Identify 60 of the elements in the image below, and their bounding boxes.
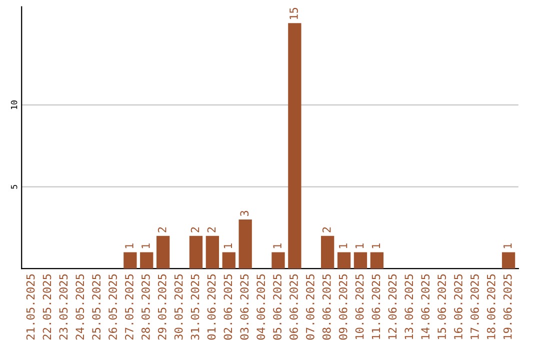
bar <box>124 252 137 269</box>
x-tick-label: 19.06.2025 <box>503 274 512 340</box>
x-tick-label: 01.06.2025 <box>207 274 216 340</box>
x-tick-label: 28.05.2025 <box>141 274 150 340</box>
data-label: 1 <box>372 244 380 248</box>
data-label: 2 <box>190 227 200 232</box>
bar <box>288 23 302 269</box>
x-tick-label: 24.05.2025 <box>76 274 84 340</box>
x-tick-label: 11.06.2025 <box>372 274 380 340</box>
x-tick-label: 13.06.2025 <box>404 274 414 340</box>
x-tick-label: 02.06.2025 <box>224 274 232 340</box>
bar <box>354 252 368 269</box>
data-label: 2 <box>158 227 166 232</box>
x-tick-label: 12.06.2025 <box>388 274 397 340</box>
bar <box>337 252 351 269</box>
x-tick-label: 09.06.2025 <box>338 274 348 340</box>
bar <box>140 252 154 269</box>
bar <box>370 252 384 269</box>
bar <box>189 236 203 269</box>
x-tick-label: 29.05.2025 <box>158 274 166 340</box>
x-tick-label: 07.06.2025 <box>306 274 314 340</box>
x-tick-label: 18.06.2025 <box>486 274 496 340</box>
x-tick-label: 25.05.2025 <box>92 274 101 340</box>
y-tick-label: 5 <box>11 184 18 189</box>
x-tick-label: 15.06.2025 <box>438 274 446 340</box>
data-label: 1 <box>355 244 364 248</box>
bar <box>502 252 516 269</box>
x-tick-label: 16.06.2025 <box>454 274 462 340</box>
bar <box>272 252 285 269</box>
bar <box>206 236 220 269</box>
x-tick-label: 31.05.2025 <box>190 274 200 340</box>
bar <box>320 236 334 269</box>
x-tick-label: 05.06.2025 <box>273 274 282 340</box>
data-label: 1 <box>224 244 232 248</box>
x-tick-label: 03.06.2025 <box>240 274 249 340</box>
x-tick-label: 22.05.2025 <box>42 274 52 340</box>
data-label: 3 <box>240 210 249 216</box>
x-tick-label: 23.05.2025 <box>59 274 68 340</box>
bar <box>238 220 252 269</box>
data-label: 1 <box>339 244 348 248</box>
bar <box>222 252 236 269</box>
x-tick-label: 10.06.2025 <box>355 274 364 340</box>
x-tick-label: 27.05.2025 <box>125 274 134 340</box>
x-tick-label: 06.06.2025 <box>290 274 298 340</box>
x-tick-label: 14.06.2025 <box>421 274 430 340</box>
x-tick-label: 04.06.2025 <box>256 274 266 340</box>
data-label: 2 <box>207 227 216 232</box>
data-label: 1 <box>273 244 282 248</box>
data-label: 1 <box>504 244 512 248</box>
x-tick-label: 30.05.2025 <box>174 274 183 340</box>
y-tick-label: 10 <box>10 100 18 109</box>
x-tick-label: 26.05.2025 <box>108 274 117 340</box>
x-tick-label: 08.06.2025 <box>322 274 331 340</box>
data-label: 15 <box>290 8 298 20</box>
x-tick-label: 17.06.2025 <box>470 274 479 340</box>
data-label: 1 <box>125 244 134 248</box>
data-label: 2 <box>322 227 331 232</box>
x-tick-label: 21.05.2025 <box>26 274 35 340</box>
data-label: 1 <box>142 244 150 248</box>
bar <box>156 236 170 269</box>
